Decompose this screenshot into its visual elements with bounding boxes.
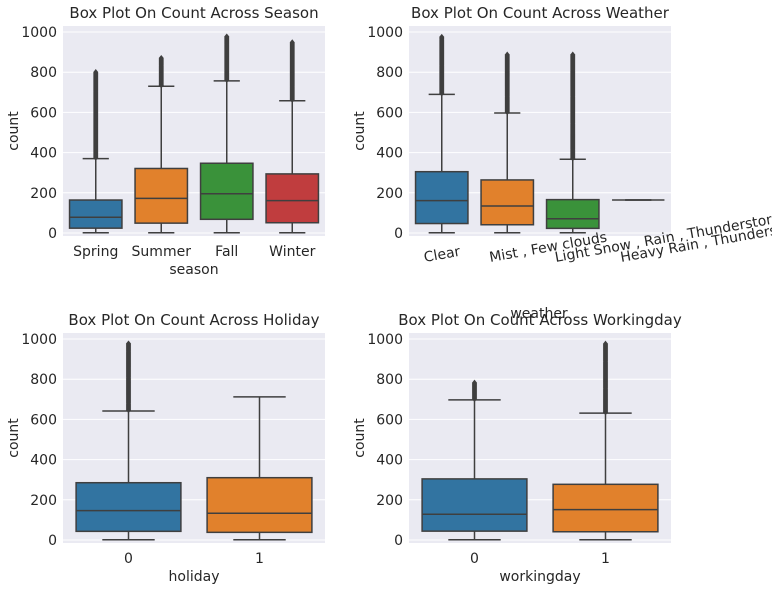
iqr-box [552, 483, 659, 533]
outlier-point [224, 33, 230, 40]
box-1 [206, 396, 313, 541]
y-tick-label: 0 [48, 226, 57, 242]
box-winter [265, 39, 320, 234]
y-tick-label: 1000 [367, 332, 403, 348]
y-tick-label: 0 [394, 533, 403, 549]
outlier-point [125, 340, 132, 347]
box-light-snow-rain-thunderstorm [545, 51, 600, 234]
y-tick-label: 1000 [21, 25, 57, 41]
y-tick-label: 600 [376, 105, 403, 121]
y-tick-label: 1000 [367, 25, 403, 41]
x-tick-label: 0 [124, 551, 133, 567]
chart-title: Box Plot On Count Across Holiday [68, 311, 319, 329]
y-tick-label: 200 [30, 186, 57, 202]
chart-title: Box Plot On Count Across Weather [411, 4, 670, 22]
iqr-box [480, 179, 535, 226]
outlier-point [570, 51, 576, 58]
x-axis-label: workingday [499, 569, 580, 585]
outlier-point [471, 379, 478, 387]
x-axis-label: holiday [169, 569, 220, 585]
x-tick-label: Spring [73, 244, 118, 260]
box-fall [199, 33, 254, 234]
y-tick-label: 400 [376, 453, 403, 469]
y-tick-label: 200 [376, 493, 403, 509]
x-axis-label: season [169, 262, 218, 278]
y-axis-label: count [352, 418, 368, 458]
iqr-box [265, 173, 320, 224]
x-tick-label: Clear [423, 244, 462, 266]
x-tick-label: 1 [601, 551, 610, 567]
y-tick-label: 0 [48, 533, 57, 549]
workingday-box-plot-panel: 0 200 400 600 800 1000 Box Plot On Count Acros… [352, 311, 682, 585]
x-tick-label: Fall [215, 244, 238, 260]
y-axis-label: count [6, 418, 22, 458]
y-tick-label: 200 [376, 186, 403, 202]
y-axis-label: count [6, 111, 22, 151]
y-tick-label: 200 [30, 493, 57, 509]
y-tick-label: 600 [30, 105, 57, 121]
iqr-box [545, 198, 600, 230]
outlier-point [93, 69, 99, 76]
y-tick-label: 400 [376, 146, 403, 162]
y-tick-label: 800 [376, 65, 403, 81]
x-tick-label: Winter [269, 244, 315, 260]
holiday-box-plot-panel: 0 200 400 600 800 1000 Box Plot On Count Acros… [6, 311, 325, 585]
box-mist-few-clouds [480, 51, 535, 234]
box-0 [75, 340, 182, 541]
iqr-box [134, 167, 189, 224]
box-0 [421, 379, 528, 541]
box-1 [552, 340, 659, 541]
iqr-box [68, 199, 123, 229]
y-tick-label: 600 [30, 412, 57, 428]
y-tick-label: 400 [30, 453, 57, 469]
outlier-point [289, 39, 295, 46]
outlier-point [439, 33, 445, 41]
y-tick-label: 400 [30, 146, 57, 162]
x-tick-label: 1 [255, 551, 264, 567]
iqr-box [75, 481, 182, 533]
box-spring [68, 69, 123, 234]
x-tick-label: 0 [470, 551, 479, 567]
y-tick-label: 1000 [21, 332, 57, 348]
x-tick-label: Summer [132, 244, 192, 260]
y-tick-label: 0 [394, 226, 403, 242]
x-axis-label: weather [510, 306, 568, 322]
outlier-point [158, 54, 164, 62]
iqr-box [206, 476, 313, 534]
iqr-box [421, 478, 528, 532]
outlier-point [602, 340, 609, 348]
y-tick-label: 800 [30, 65, 57, 81]
chart-title: Box Plot On Count Across Workingday [398, 311, 682, 329]
iqr-box [414, 170, 469, 225]
chart-title: Box Plot On Count Across Season [69, 4, 318, 22]
y-axis-label: count [352, 111, 368, 151]
weather-box-plot-panel: 0 200 400 600 800 1000 Box Plot On Count Acros… [352, 4, 772, 322]
iqr-box [199, 162, 254, 221]
box-clear [414, 33, 469, 234]
outlier-point [504, 51, 510, 58]
y-tick-label: 800 [30, 372, 57, 388]
y-tick-label: 800 [376, 372, 403, 388]
box-summer [134, 54, 189, 234]
y-tick-label: 600 [376, 412, 403, 428]
season-box-plot-panel: 0 200 400 600 800 1000 Box Plot On Count Acros… [6, 4, 325, 278]
